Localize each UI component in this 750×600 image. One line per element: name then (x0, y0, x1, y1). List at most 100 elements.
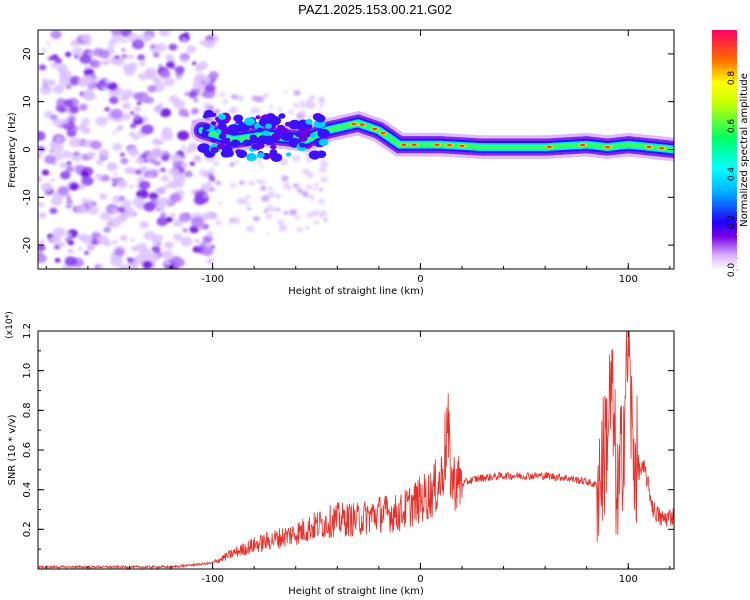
noise-blob (122, 89, 134, 99)
band-clump (230, 139, 241, 147)
x-tick-label: 100 (619, 574, 638, 585)
band-clump (236, 149, 248, 159)
noise-blob (128, 132, 135, 137)
noise-blob (203, 38, 216, 49)
noise-blob (127, 212, 135, 218)
scatter-blob (212, 160, 220, 167)
noise-blob (81, 33, 92, 42)
hot-spot-core (546, 145, 552, 148)
noise-blob (73, 54, 79, 59)
noise-blob (58, 124, 63, 128)
colorbar-ticks: 0.0 0.2 0.4 0.6 0.8 (727, 29, 739, 277)
noise-blob (156, 139, 164, 146)
hot-spot-core (380, 132, 386, 135)
noise-blob (38, 253, 47, 264)
noise-blob (118, 264, 130, 269)
y-tick-label: 0.2 (22, 521, 33, 537)
noise-blob (178, 33, 190, 43)
noise-blob (155, 169, 161, 173)
noise-blob (210, 244, 216, 249)
hot-spot-core (459, 144, 465, 148)
band-clump (210, 138, 217, 143)
noise-blob (136, 189, 149, 200)
noise-blob (48, 56, 55, 61)
noise-blob (81, 198, 87, 203)
noise-blob (194, 238, 201, 244)
band-clump (266, 153, 274, 159)
scatter-blob (209, 187, 216, 192)
hot-spot-core (372, 127, 378, 131)
noise-blob (159, 108, 172, 118)
scatter-blob (308, 94, 316, 101)
noise-blob (110, 34, 122, 43)
noise-blob (177, 130, 190, 141)
band-clump (272, 117, 281, 124)
noise-blob (68, 182, 80, 191)
noise-blob (130, 123, 137, 129)
noise-blob (208, 71, 219, 80)
noise-blob (168, 167, 180, 176)
noise-blob (95, 116, 108, 127)
noise-blob (187, 142, 199, 152)
band-clump (246, 153, 257, 162)
scatter-blob (281, 175, 289, 182)
noise-blob (84, 65, 90, 70)
noise-blob (42, 78, 49, 83)
scatter-blob (206, 231, 214, 237)
noise-blob (137, 54, 146, 61)
band-clump (265, 123, 272, 129)
noise-blob (72, 47, 84, 57)
x-tick-label: -100 (201, 574, 224, 585)
noise-blob (54, 57, 63, 65)
noise-blob (180, 236, 193, 247)
noise-blob (164, 241, 174, 250)
scatter-blob (318, 103, 325, 108)
noise-blob (73, 151, 80, 157)
noise-blob (151, 237, 158, 243)
scatter-blob (207, 179, 213, 184)
scatter-blob (308, 193, 314, 199)
noise-blob (181, 155, 186, 159)
noise-blob (38, 244, 46, 252)
noise-blob (49, 207, 58, 215)
noise-blob (61, 150, 72, 159)
scatter-blob (252, 215, 260, 222)
noise-blob (121, 48, 126, 52)
scatter-blob (292, 183, 300, 189)
scatter-blob (318, 187, 324, 192)
scatter-blob (307, 101, 316, 109)
noise-blob (184, 170, 193, 178)
noise-blob (169, 192, 181, 202)
snr-ylabel: SNR (10 * v/v) (7, 414, 18, 485)
noise-blob (77, 246, 83, 251)
scatter-blob (282, 182, 291, 190)
noise-blob (90, 74, 97, 79)
noise-blob (152, 241, 160, 247)
noise-blob (165, 216, 174, 223)
noise-blob (145, 36, 152, 42)
y-tick-label: 1.2 (22, 323, 33, 339)
noise-blob (170, 153, 182, 163)
noise-blob (126, 257, 131, 261)
scatter-blob (278, 225, 287, 232)
scatter-blob (303, 168, 311, 175)
scatter-blob (198, 223, 207, 230)
scatter-blob (266, 232, 270, 235)
band-clump (210, 146, 219, 153)
noise-blob (132, 134, 140, 141)
noise-blob (173, 222, 178, 227)
scatter-blob (305, 184, 313, 190)
noise-blob (38, 212, 47, 219)
noise-blob (118, 195, 126, 202)
noise-blob (146, 173, 153, 179)
scatter-blob (269, 105, 274, 109)
noise-blob (151, 245, 161, 253)
scatter-blob (307, 114, 313, 119)
noise-blob (68, 137, 82, 148)
noise-blob (81, 234, 93, 244)
noise-blob (75, 204, 88, 214)
band-clump (308, 150, 321, 160)
noise-blob (98, 49, 110, 59)
scatter-blob (319, 160, 329, 168)
noise-blob (66, 198, 73, 205)
